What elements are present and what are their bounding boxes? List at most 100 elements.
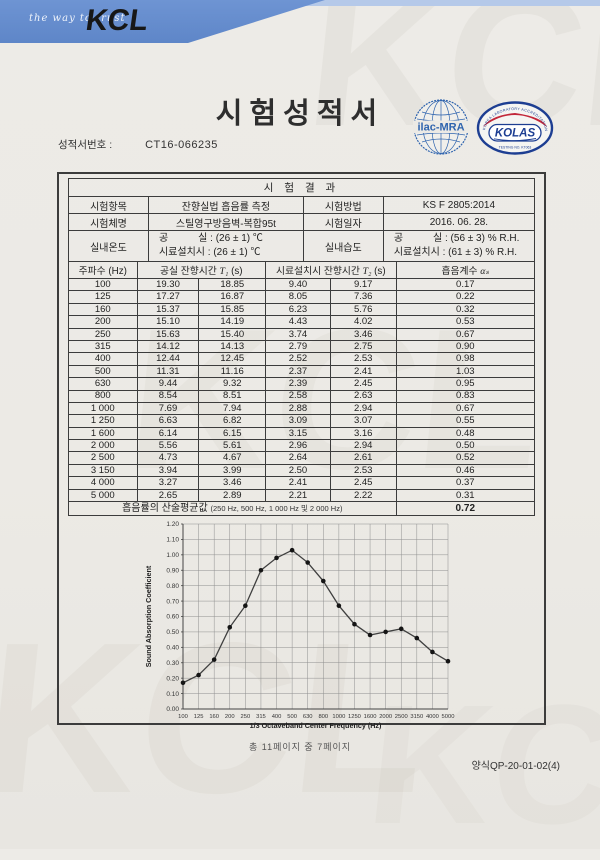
table-cell: 0.31 xyxy=(395,488,536,503)
table-cell: 0.22 xyxy=(395,290,536,304)
table-row: 3 150 3.94 3.99 2.50 2.53 0.46 xyxy=(68,463,536,478)
kolas-text: KOLAS xyxy=(495,128,536,140)
table-cell: 2.61 xyxy=(329,451,397,465)
table-cell: 4.73 xyxy=(136,451,200,465)
table-row: 800 8.54 8.51 2.58 2.63 0.83 xyxy=(68,389,536,403)
table-cell: 0.83 xyxy=(395,389,536,403)
table-cell: 3.74 xyxy=(265,327,331,341)
label-specimen: 시험체명 xyxy=(68,213,149,231)
temp-empty-room: 공 실 : (26 ± 1) ℃ xyxy=(158,233,263,244)
svg-text:315: 315 xyxy=(256,714,266,720)
table-cell: 15.40 xyxy=(198,327,267,341)
results-frame: 시 험 결 과 시험항목 잔향실법 흡음률 측정 시험방법 KS F 2805:… xyxy=(57,172,546,730)
info-row: 시험체명 스틸영구방음벽-복합95t 시험일자 2016. 06. 28. xyxy=(68,213,536,231)
svg-text:2000: 2000 xyxy=(379,714,392,720)
table-cell: 16.87 xyxy=(198,290,267,304)
average-value: 0.72 xyxy=(395,501,536,517)
svg-text:3150: 3150 xyxy=(410,714,423,720)
table-cell: 0.55 xyxy=(395,414,536,428)
table-cell: 8.54 xyxy=(136,389,200,403)
table-row: 630 9.44 9.32 2.39 2.45 0.95 xyxy=(68,377,536,391)
table-cell: 2.21 xyxy=(265,488,331,503)
svg-text:0.80: 0.80 xyxy=(166,583,179,590)
table-row: 2 500 4.73 4.67 2.64 2.61 0.52 xyxy=(68,451,536,465)
table-cell: 9.40 xyxy=(265,277,331,292)
kolas-logo-icon: KOREA LABORATORY ACCREDITATION SCHEME KO… xyxy=(475,97,554,155)
table-cell: 6.82 xyxy=(198,414,267,428)
report-number-value: CT16-066235 xyxy=(145,139,218,151)
table-cell: 6.15 xyxy=(198,426,267,441)
svg-text:630: 630 xyxy=(303,714,313,720)
table-cell: 3.16 xyxy=(329,426,397,441)
accreditation-logos: ilac-MRA KOREA LABORATORY ACCREDITATION … xyxy=(412,97,557,158)
svg-text:0.00: 0.00 xyxy=(166,706,179,713)
chart-area: 0.00 0.10 0.20 0.30 0.40 0.50 0.60 0.70 0.80 0.90… xyxy=(68,516,535,730)
table-cell: 0.48 xyxy=(395,426,536,441)
kcl-tagline: the way to trust xyxy=(29,13,126,24)
humidity-with-specimen: 시료설치시 : (61 ± 3) % R.H. xyxy=(393,247,517,258)
table-cell: 0.37 xyxy=(395,476,536,490)
svg-text:0.40: 0.40 xyxy=(166,645,179,652)
table-cell: 1 600 xyxy=(68,426,138,441)
svg-text:200: 200 xyxy=(225,714,235,720)
table-row: 200 15.10 14.19 4.43 4.02 0.53 xyxy=(68,315,536,329)
value-specimen: 스틸영구방음벽-복합95t xyxy=(147,213,304,231)
svg-text:0.60: 0.60 xyxy=(166,614,179,621)
label-test-method: 시험방법 xyxy=(302,196,384,214)
value-test-method: KS F 2805:2014 xyxy=(382,196,536,214)
table-cell: 2.79 xyxy=(265,339,331,354)
table-cell: 6.23 xyxy=(265,302,331,317)
section-title: 시 험 결 과 xyxy=(68,178,535,197)
value-room-temp: 공 실 : (26 ± 1) ℃ 시료설치시 : (26 ± 1) ℃ xyxy=(147,230,304,262)
svg-text:800: 800 xyxy=(318,714,328,720)
table-cell: 0.17 xyxy=(395,277,536,292)
table-row: 125 17.27 16.87 8.05 7.36 0.22 xyxy=(68,290,536,304)
table-cell: 9.32 xyxy=(198,377,267,391)
table-cell: 2.45 xyxy=(329,476,397,490)
table-cell: 2 000 xyxy=(68,439,138,453)
table-cell: 12.45 xyxy=(198,352,267,366)
table-cell: 11.16 xyxy=(198,364,267,379)
table-cell: 8.05 xyxy=(265,290,331,304)
table-cell: 2.45 xyxy=(329,377,397,391)
test-info-table: 시험항목 잔향실법 흡음률 측정 시험방법 KS F 2805:2014 시험체… xyxy=(68,196,536,262)
table-cell: 15.63 xyxy=(136,327,200,341)
table-row: 1 000 7.69 7.94 2.88 2.94 0.67 xyxy=(68,401,536,416)
kcl-logo: KCL xyxy=(83,4,151,37)
svg-text:400: 400 xyxy=(272,714,282,720)
table-cell: 2.41 xyxy=(329,364,397,379)
svg-text:1600: 1600 xyxy=(364,714,377,720)
svg-text:Sound Absorption Coefficient: Sound Absorption Coefficient xyxy=(144,565,153,667)
table-cell: 630 xyxy=(68,377,138,391)
ilac-mra-logo-icon: ilac-MRA xyxy=(413,99,469,155)
table-row: 250 15.63 15.40 3.74 3.46 0.67 xyxy=(68,327,536,341)
table-cell: 0.46 xyxy=(395,463,536,478)
table-cell: 2.39 xyxy=(265,377,331,391)
table-cell: 100 xyxy=(68,277,138,292)
table-cell: 3.09 xyxy=(265,414,331,428)
table-cell: 7.36 xyxy=(329,290,397,304)
table-cell: 2.53 xyxy=(329,352,397,366)
table-cell: 3.99 xyxy=(198,463,267,478)
value-room-humidity: 공 실 : (56 ± 3) % R.H. 시료설치시 : (61 ± 3) %… xyxy=(382,230,536,262)
table-cell: 12.44 xyxy=(136,352,200,366)
table-cell: 0.67 xyxy=(395,401,536,416)
table-row: 315 14.12 14.13 2.79 2.75 0.90 xyxy=(68,339,536,354)
average-label: 흡음률의 산술평균값 xyxy=(122,502,208,514)
table-cell: 8.51 xyxy=(198,389,267,403)
table-cell: 11.31 xyxy=(136,364,200,379)
table-cell: 9.17 xyxy=(329,277,397,292)
page-title: 시험성적서 xyxy=(215,98,385,130)
table-cell: 14.12 xyxy=(136,339,200,354)
table-row: 400 12.44 12.45 2.52 2.53 0.98 xyxy=(68,352,536,366)
data-rows: 100 19.30 18.85 9.40 9.17 0.17 125 17.27 16.87 8.… xyxy=(68,277,536,503)
svg-text:1/3 Octaveband Center Frequenc: 1/3 Octaveband Center Frequency (Hz) xyxy=(250,721,382,730)
svg-text:1000: 1000 xyxy=(332,714,345,720)
average-note: (250 Hz, 500 Hz, 1 000 Hz 및 2 000 Hz) xyxy=(210,503,343,513)
table-cell: 0.90 xyxy=(395,339,536,354)
table-cell: 5.76 xyxy=(329,302,397,317)
table-cell: 1 000 xyxy=(68,401,138,416)
table-cell: 14.19 xyxy=(198,315,267,329)
value-test-item: 잔향실법 흡음률 측정 xyxy=(147,196,304,214)
table-cell: 5.61 xyxy=(198,439,267,453)
